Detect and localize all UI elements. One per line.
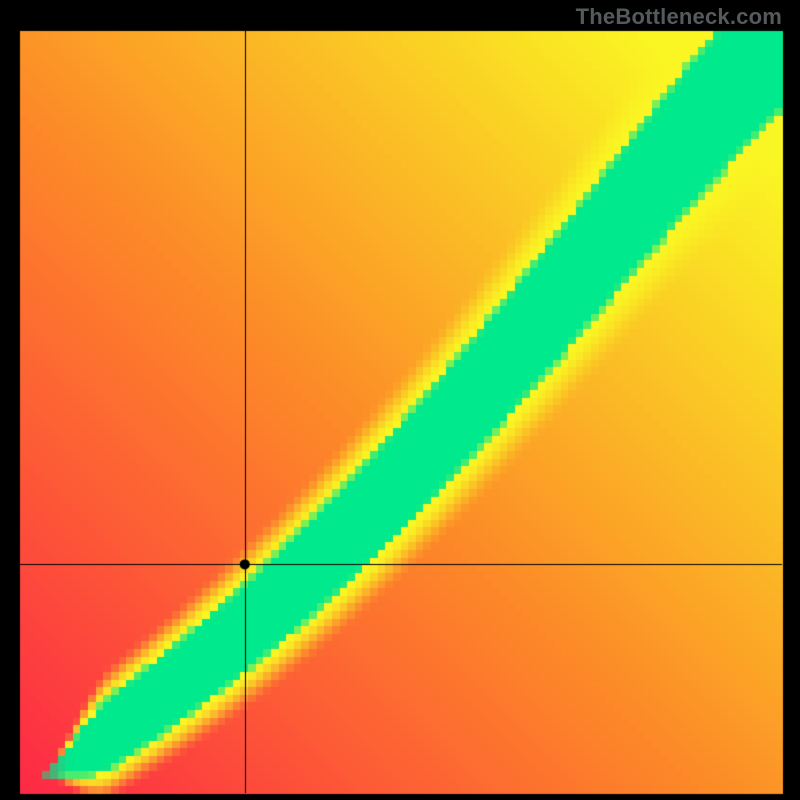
bottleneck-heatmap	[0, 0, 800, 800]
watermark-text: TheBottleneck.com	[576, 4, 782, 30]
chart-container: { "watermark": { "text": "TheBottleneck.…	[0, 0, 800, 800]
